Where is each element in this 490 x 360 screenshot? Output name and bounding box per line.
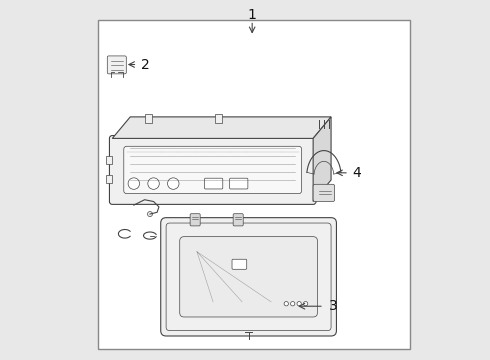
Circle shape (297, 302, 301, 306)
FancyBboxPatch shape (190, 214, 200, 226)
FancyBboxPatch shape (124, 146, 302, 194)
Bar (98, 21, 410, 348)
Circle shape (148, 178, 159, 189)
Circle shape (284, 302, 289, 306)
Polygon shape (112, 117, 331, 138)
Bar (215, 114, 221, 123)
Circle shape (128, 178, 140, 189)
Text: 4: 4 (353, 166, 361, 180)
Text: 1: 1 (248, 8, 257, 22)
FancyBboxPatch shape (230, 178, 248, 189)
Circle shape (147, 212, 152, 217)
Bar (106, 156, 112, 164)
Text: 2: 2 (141, 58, 150, 72)
Circle shape (291, 302, 295, 306)
FancyBboxPatch shape (313, 184, 335, 202)
Bar (145, 114, 152, 123)
Text: 3: 3 (329, 299, 338, 313)
FancyBboxPatch shape (166, 223, 331, 330)
Bar (106, 175, 112, 183)
Circle shape (168, 178, 179, 189)
Circle shape (303, 302, 308, 306)
FancyBboxPatch shape (109, 135, 316, 204)
Polygon shape (313, 117, 331, 202)
FancyBboxPatch shape (204, 178, 223, 189)
FancyBboxPatch shape (180, 237, 318, 317)
FancyBboxPatch shape (107, 56, 126, 74)
FancyBboxPatch shape (233, 214, 243, 226)
FancyBboxPatch shape (161, 218, 337, 336)
FancyBboxPatch shape (232, 259, 247, 269)
